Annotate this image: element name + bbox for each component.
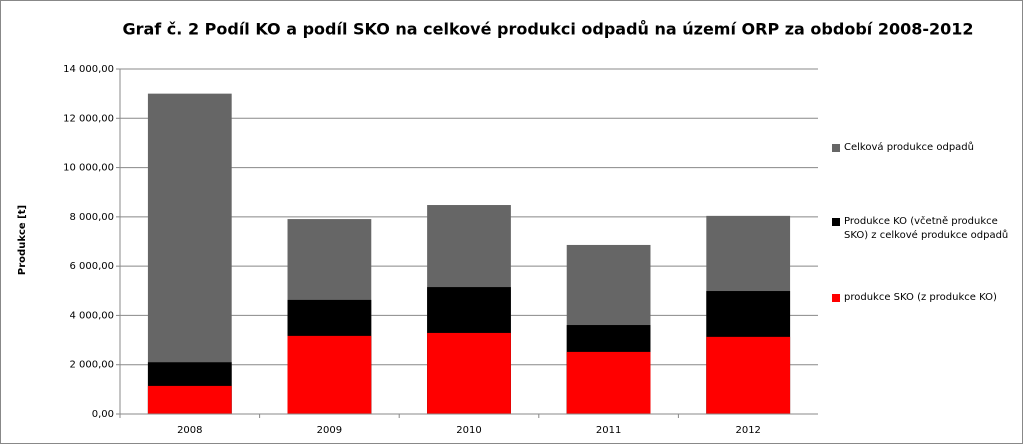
y-tick-label: 14 000,00 <box>63 64 114 75</box>
y-axis-label: Produkce [t] <box>17 205 28 275</box>
legend-item: Produkce KO (včetně produkce SKO) z celk… <box>832 215 1012 243</box>
bar <box>706 336 791 414</box>
bar <box>147 93 232 415</box>
bar <box>427 332 511 414</box>
x-tick-label: 2011 <box>596 425 621 436</box>
y-tick-label: 12 000,00 <box>63 113 114 124</box>
legend-swatch <box>832 144 840 152</box>
bar <box>147 385 232 414</box>
y-tick-label: 10 000,00 <box>63 163 114 174</box>
y-tick-label: 2 000,00 <box>69 360 114 371</box>
y-tick-label: 8 000,00 <box>69 212 114 223</box>
x-tick-label: 2008 <box>177 425 202 436</box>
legend-item: Celková produkce odpadů <box>832 141 1012 155</box>
y-tick-label: 6 000,00 <box>69 261 114 272</box>
y-tick-label: 4 000,00 <box>69 310 114 321</box>
bar <box>566 351 651 414</box>
bar <box>287 335 372 414</box>
legend-item: produkce SKO (z produkce KO) <box>832 291 1012 305</box>
legend-swatch <box>832 218 840 226</box>
x-tick-label: 2010 <box>456 425 481 436</box>
legend-label: produkce SKO (z produkce KO) <box>844 292 997 303</box>
legend-label: Celková produkce odpadů <box>844 142 974 153</box>
chart-title: Graf č. 2 Podíl KO a podíl SKO na celkov… <box>122 20 973 39</box>
legend-label: Produkce KO (včetně produkce SKO) z celk… <box>844 216 1009 241</box>
y-tick-label: 0,00 <box>92 409 114 420</box>
x-tick-label: 2012 <box>735 425 760 436</box>
x-tick-label: 2009 <box>317 425 342 436</box>
legend-swatch <box>832 294 840 302</box>
